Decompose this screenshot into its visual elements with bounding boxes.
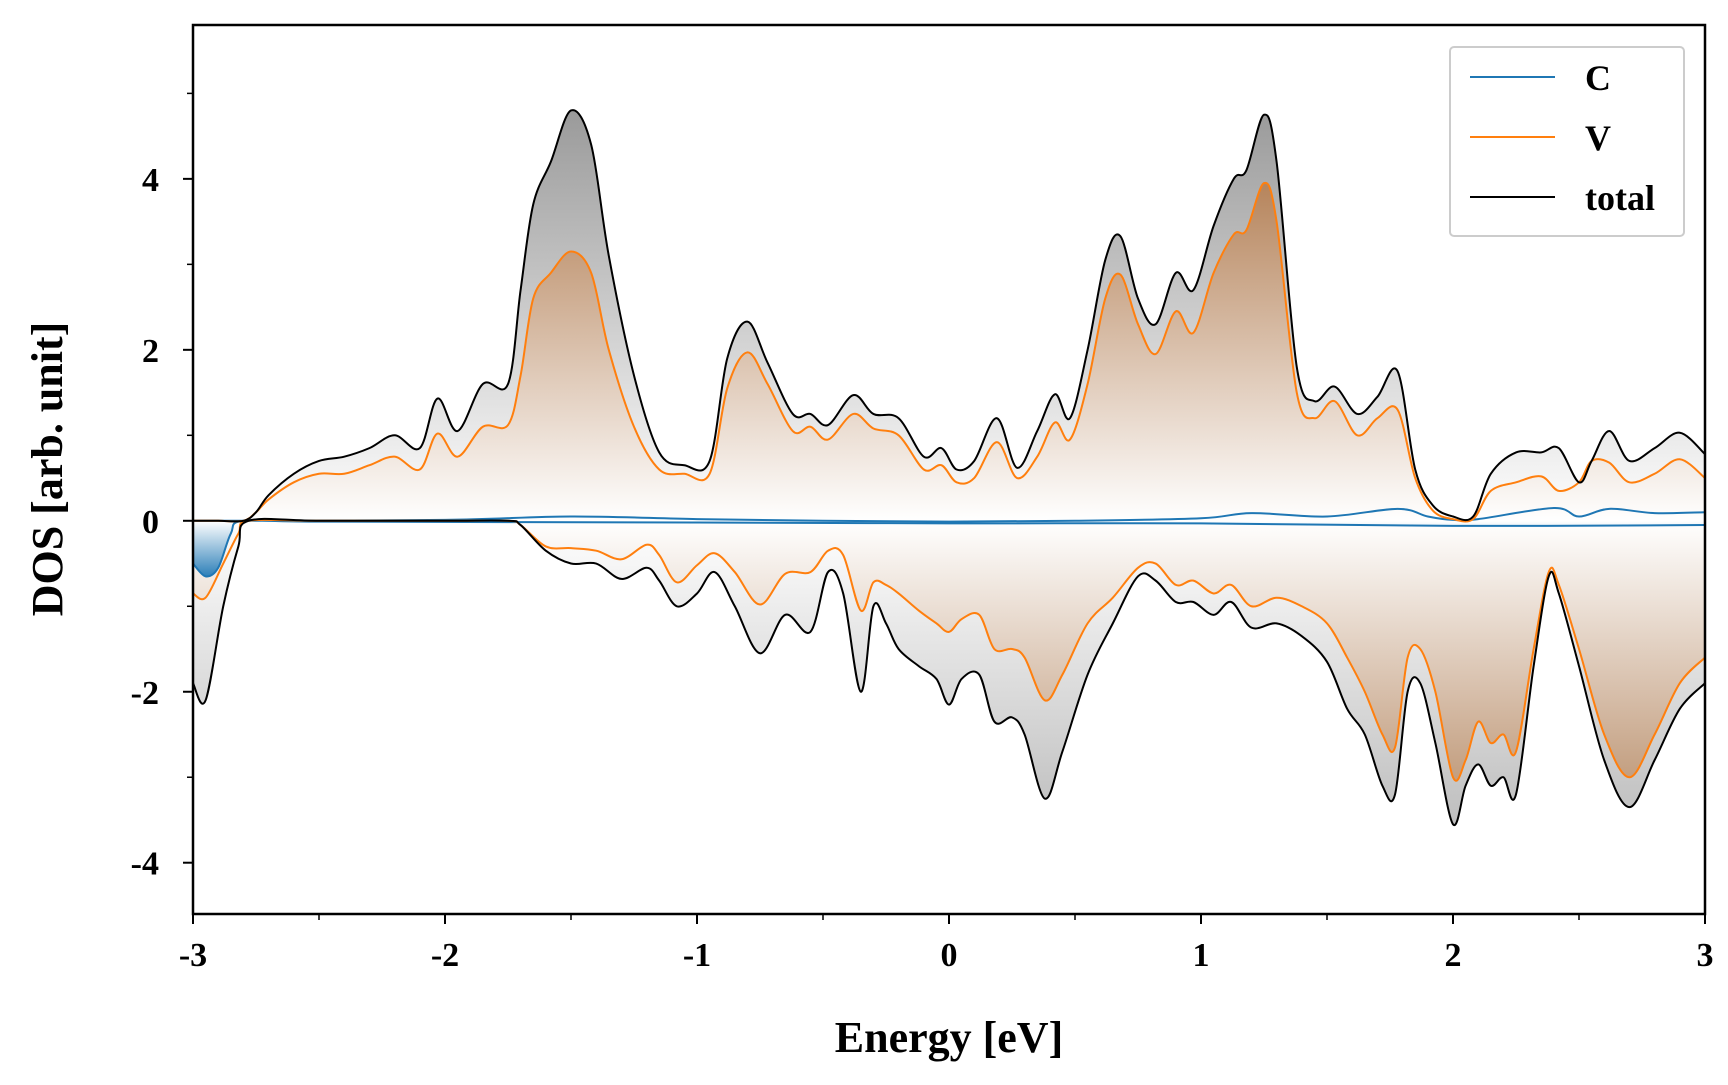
line-c-spin-up <box>193 506 1705 523</box>
x-tick-label: -1 <box>683 937 711 974</box>
y-tick-label: -4 <box>131 846 159 883</box>
y-ticks: -4 -2 0 2 4 <box>131 92 193 883</box>
x-tick-label: 1 <box>1193 937 1210 974</box>
series-lines <box>193 109 1705 827</box>
x-tick-label: 0 <box>941 937 958 974</box>
legend-label-c: C <box>1585 58 1611 98</box>
line-total-spin-down <box>193 517 1705 827</box>
y-tick-label: 4 <box>142 162 159 199</box>
x-tick-label: -2 <box>431 937 459 974</box>
line-total-spin-up <box>193 109 1705 523</box>
legend-box <box>1449 46 1685 237</box>
y-axis-title: DOS [arb. unit] <box>23 322 72 617</box>
line-c-spin-down <box>193 519 1705 578</box>
x-tick-label: -3 <box>179 937 207 974</box>
fill-v-spin-up <box>193 182 1705 522</box>
x-tick-label: 3 <box>1697 937 1714 974</box>
area-fills <box>193 110 1705 826</box>
x-ticks: -3 -2 -1 0 1 2 3 <box>179 914 1714 974</box>
x-axis-title: Energy [eV] <box>835 1013 1064 1062</box>
y-tick-label: -2 <box>131 675 159 712</box>
line-v-spin-down <box>193 518 1705 782</box>
fill-v-spin-down <box>193 519 1705 781</box>
y-tick-label: 2 <box>142 333 159 370</box>
y-tick-label: 0 <box>142 504 159 541</box>
legend-label-v: V <box>1585 118 1611 158</box>
legend: C V total <box>1449 46 1685 237</box>
legend-label-total: total <box>1585 178 1655 218</box>
x-tick-label: 2 <box>1445 937 1462 974</box>
line-v-spin-up <box>193 181 1705 523</box>
